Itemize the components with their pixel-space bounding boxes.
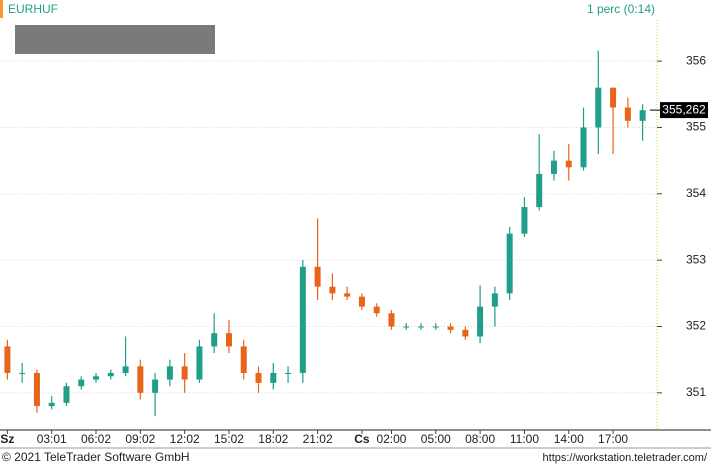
candle-body (432, 326, 439, 328)
y-tick-label: 356 (686, 53, 706, 67)
candle-body (403, 326, 410, 328)
interval-label: 1 perc (0:14) (587, 2, 655, 16)
candle-body (255, 372, 262, 383)
y-tick-label: 354 (686, 186, 706, 200)
candle-body (521, 207, 528, 234)
candle-body (388, 313, 395, 327)
candle-body (181, 366, 188, 380)
candle-body (196, 346, 203, 380)
last-value-box (660, 102, 708, 119)
x-tick-label: 14:00 (554, 432, 584, 446)
candle-body (639, 110, 646, 121)
candle-body (137, 366, 144, 393)
candle-body (329, 286, 336, 294)
candle-body (166, 366, 173, 380)
candle-body (211, 333, 218, 347)
x-tick-label: 18:02 (258, 432, 288, 446)
candle-body (78, 379, 85, 387)
candle-body (285, 372, 292, 374)
x-tick-label: 08:00 (465, 432, 495, 446)
candle-body (270, 372, 277, 383)
x-tick-label: Sz (0, 432, 14, 446)
y-tick-label: 351 (686, 385, 706, 399)
candle-body (33, 372, 40, 407)
chart-title: EURHUF (8, 2, 58, 16)
candle-body (462, 329, 469, 337)
candle-body (93, 376, 100, 380)
candle-body (19, 372, 26, 374)
candle-body (580, 127, 587, 168)
candle-body (314, 266, 321, 287)
candle-body (225, 333, 232, 347)
candle-body (299, 266, 306, 373)
candle-body (240, 346, 247, 373)
x-tick-label: 12:02 (170, 432, 200, 446)
candle-body (550, 160, 557, 174)
candle-body (491, 293, 498, 307)
last-value-label: 355,262 (662, 102, 706, 116)
x-tick-label: 02:00 (376, 432, 406, 446)
candle-body (506, 233, 513, 294)
y-tick-label: 352 (686, 319, 706, 333)
candle-body (48, 402, 55, 407)
x-tick-label: 03:01 (37, 432, 67, 446)
candle-body (536, 173, 543, 208)
candle-body (477, 306, 484, 337)
symbol-marker (0, 0, 3, 18)
x-tick-label: 21:02 (303, 432, 333, 446)
candle-body (152, 379, 159, 393)
candle-body (565, 160, 572, 168)
candle-body (107, 372, 114, 377)
watermark-box (15, 25, 215, 54)
x-tick-label: Cs (354, 432, 370, 446)
candle-body (418, 326, 425, 328)
y-tick-label: 353 (686, 252, 706, 266)
copyright: © 2021 TeleTrader Software GmbH (2, 450, 190, 464)
x-tick-label: 06:02 (81, 432, 111, 446)
candle-body (358, 296, 365, 307)
candle-body (373, 306, 380, 314)
y-tick-label: 355 (686, 120, 706, 134)
candle-body (4, 346, 11, 373)
x-tick-label: 05:00 (421, 432, 451, 446)
candle-body (595, 87, 602, 128)
candle-body (344, 293, 351, 297)
x-tick-label: 11:00 (510, 432, 539, 446)
x-tick-label: 09:02 (125, 432, 155, 446)
x-tick-label: 15:02 (214, 432, 244, 446)
footer-url: https://workstation.teletrader.com/ (543, 452, 708, 464)
candle-body (63, 386, 70, 403)
x-tick-label: 17:00 (598, 432, 628, 446)
candle-body (447, 326, 454, 330)
candle-body (624, 107, 631, 121)
candle-body (610, 87, 617, 108)
candle-body (122, 366, 129, 373)
